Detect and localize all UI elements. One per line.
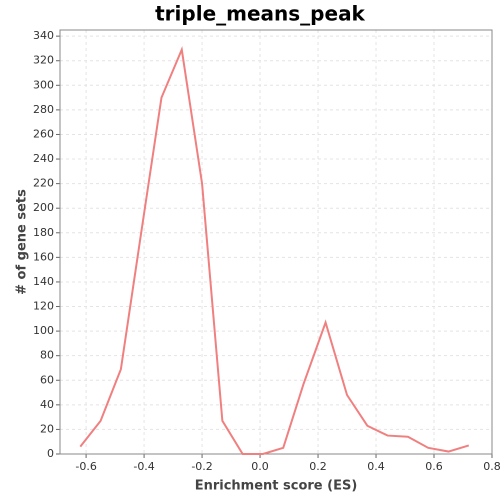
x-axis-label: Enrichment score (ES) [195,479,358,494]
y-tick-label: 180 [33,226,54,239]
x-tick-label: 0.8 [483,460,500,473]
y-tick-label: 120 [33,300,54,313]
x-tick-label: -0.2 [191,460,212,473]
y-tick-label: 40 [40,398,54,411]
y-tick-label: 0 [47,447,54,460]
y-tick-label: 300 [33,78,54,91]
y-tick-label: 200 [33,201,54,214]
y-tick-label: 20 [40,422,54,435]
y-tick-label: 160 [33,250,54,263]
y-tick-label: 220 [33,177,54,190]
x-tick-label: -0.4 [133,460,154,473]
plot-frame [59,29,493,455]
x-tick-label: 0.6 [425,460,443,473]
y-tick-label: 280 [33,103,54,116]
chart-title: triple_means_peak [155,2,365,26]
x-tick-label: 0.0 [251,460,269,473]
y-axis-label: # of gene sets [15,189,30,295]
x-tick-label: 0.4 [367,460,385,473]
y-tick-label: 60 [40,373,54,386]
y-tick-label: 260 [33,127,54,140]
y-tick-label: 140 [33,275,54,288]
data-line [79,46,470,455]
y-tick-label: 340 [33,29,54,42]
y-tick-label: 320 [33,54,54,67]
x-tick-label: 0.2 [309,460,327,473]
y-tick-label: 240 [33,152,54,165]
x-tick-label: -0.6 [75,460,96,473]
y-tick-label: 100 [33,324,54,337]
y-tick-label: 80 [40,349,54,362]
